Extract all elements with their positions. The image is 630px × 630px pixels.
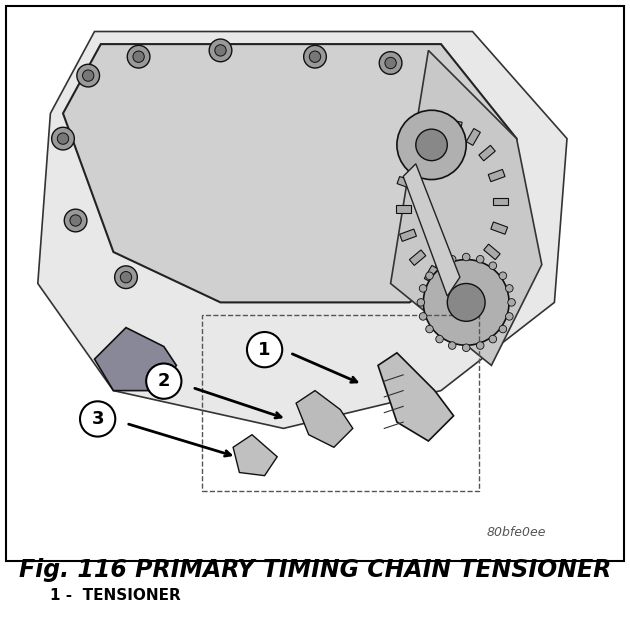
Circle shape	[447, 284, 485, 321]
Circle shape	[304, 45, 326, 68]
Text: 3: 3	[91, 410, 104, 428]
Polygon shape	[296, 391, 353, 447]
Circle shape	[133, 51, 144, 62]
Circle shape	[436, 262, 444, 270]
Circle shape	[397, 110, 466, 180]
Circle shape	[247, 332, 282, 367]
Bar	[466, 129, 481, 146]
Bar	[6, 6, 624, 561]
Circle shape	[489, 262, 496, 270]
Circle shape	[127, 45, 150, 68]
Polygon shape	[63, 44, 517, 302]
Text: 1 -  TENSIONER: 1 - TENSIONER	[50, 588, 181, 603]
Bar	[443, 273, 453, 290]
Bar	[472, 261, 487, 278]
Bar	[397, 176, 414, 189]
Circle shape	[57, 133, 69, 144]
Bar	[435, 122, 445, 139]
Circle shape	[52, 127, 74, 150]
Circle shape	[426, 325, 433, 333]
Bar	[418, 132, 432, 149]
Circle shape	[420, 312, 427, 320]
Circle shape	[462, 344, 470, 352]
Circle shape	[505, 312, 513, 320]
Text: 2: 2	[158, 372, 170, 390]
Circle shape	[416, 129, 447, 161]
Bar	[488, 169, 505, 181]
Polygon shape	[38, 32, 567, 428]
Circle shape	[77, 64, 100, 87]
Circle shape	[209, 39, 232, 62]
Bar	[479, 146, 495, 161]
Bar	[452, 121, 462, 137]
Circle shape	[64, 209, 87, 232]
Bar	[493, 198, 508, 205]
Circle shape	[379, 52, 402, 74]
Circle shape	[499, 272, 507, 280]
Polygon shape	[403, 164, 460, 296]
Text: Fig. 116 PRIMARY TIMING CHAIN TENSIONER: Fig. 116 PRIMARY TIMING CHAIN TENSIONER	[19, 558, 611, 582]
Bar	[425, 265, 438, 282]
Bar	[202, 315, 479, 491]
Circle shape	[426, 272, 433, 280]
Bar	[399, 229, 416, 241]
Circle shape	[215, 45, 226, 56]
Text: 80bfe0ee: 80bfe0ee	[487, 526, 546, 539]
Bar	[484, 244, 500, 260]
Circle shape	[115, 266, 137, 289]
Circle shape	[385, 57, 396, 69]
Circle shape	[146, 364, 181, 399]
Text: 1: 1	[258, 341, 271, 358]
Polygon shape	[94, 328, 176, 391]
Circle shape	[505, 285, 513, 292]
Circle shape	[489, 335, 496, 343]
Circle shape	[449, 256, 456, 263]
Circle shape	[462, 253, 470, 261]
Circle shape	[120, 272, 132, 283]
Circle shape	[309, 51, 321, 62]
Bar	[459, 272, 469, 289]
Circle shape	[420, 285, 427, 292]
Bar	[410, 250, 426, 265]
Bar	[404, 151, 421, 166]
Circle shape	[449, 341, 456, 349]
Circle shape	[499, 325, 507, 333]
Circle shape	[417, 299, 425, 306]
Polygon shape	[233, 435, 277, 476]
Bar	[491, 222, 508, 234]
Circle shape	[70, 215, 81, 226]
Polygon shape	[391, 50, 542, 365]
Circle shape	[436, 335, 444, 343]
Circle shape	[83, 70, 94, 81]
Polygon shape	[378, 353, 454, 441]
Circle shape	[508, 299, 515, 306]
Bar	[396, 205, 411, 213]
Circle shape	[476, 256, 484, 263]
Circle shape	[80, 401, 115, 437]
Circle shape	[423, 260, 509, 345]
Circle shape	[476, 341, 484, 349]
